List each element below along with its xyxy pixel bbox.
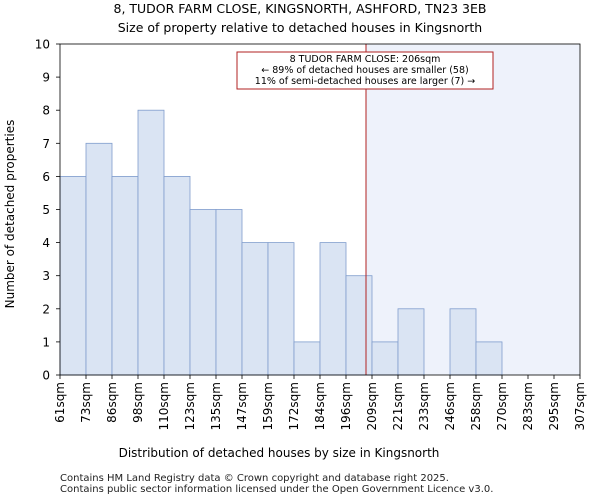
y-tick-label: 5 <box>42 203 50 217</box>
y-tick-label: 0 <box>42 369 50 383</box>
x-tick-label: 159sqm <box>261 382 275 430</box>
y-tick-label: 4 <box>42 236 50 250</box>
x-tick-label: 61sqm <box>53 382 67 423</box>
y-tick-label: 10 <box>35 38 50 52</box>
bar-184sqm <box>320 243 346 375</box>
bar-246sqm <box>450 309 476 375</box>
x-tick-label: 110sqm <box>157 382 171 430</box>
y-axis-label: Number of detached properties <box>3 120 17 309</box>
x-tick-label: 86sqm <box>105 382 119 423</box>
x-tick-label: 98sqm <box>131 382 145 423</box>
x-tick-label: 123sqm <box>183 382 197 430</box>
bar-86sqm <box>112 176 138 375</box>
chart-figure: 8, TUDOR FARM CLOSE, KINGSNORTH, ASHFORD… <box>0 0 600 500</box>
y-axis-ticks: 0 1 2 3 4 5 6 7 8 9 10 <box>35 38 60 383</box>
bar-135sqm <box>216 210 242 376</box>
x-tick-label: 221sqm <box>391 382 405 430</box>
x-tick-label: 147sqm <box>235 382 249 430</box>
bar-209sqm <box>372 342 398 375</box>
x-tick-label: 196sqm <box>339 382 353 430</box>
footer-line-1: Contains HM Land Registry data © Crown c… <box>60 473 449 484</box>
x-tick-label: 307sqm <box>573 382 587 430</box>
y-tick-label: 3 <box>42 269 50 283</box>
annotation-line-3: 11% of semi-detached houses are larger (… <box>255 76 475 87</box>
bar-159sqm <box>268 243 294 375</box>
bar-147sqm <box>242 243 268 375</box>
footer-line-2: Contains public sector information licen… <box>60 484 493 495</box>
y-tick-label: 6 <box>42 170 50 184</box>
x-tick-label: 295sqm <box>547 382 561 430</box>
annotation-line-1: 8 TUDOR FARM CLOSE: 206sqm <box>290 54 441 65</box>
y-tick-label: 9 <box>42 71 50 85</box>
x-tick-label: 135sqm <box>209 382 223 430</box>
bar-73sqm <box>86 143 112 375</box>
x-axis-label: Distribution of detached houses by size … <box>119 446 440 460</box>
x-tick-label: 209sqm <box>365 382 379 430</box>
x-tick-label: 184sqm <box>313 382 327 430</box>
annotation-box: 8 TUDOR FARM CLOSE: 206sqm ← 89% of deta… <box>237 52 493 89</box>
x-tick-label: 73sqm <box>79 382 93 423</box>
x-axis-ticks: 61sqm 73sqm 86sqm 98sqm 110sqm 123sqm 135sqm 14… <box>53 375 587 430</box>
bar-221sqm <box>398 309 424 375</box>
y-tick-label: 2 <box>42 302 50 316</box>
bar-196sqm <box>346 276 372 375</box>
x-tick-label: 283sqm <box>521 382 535 430</box>
bar-172sqm <box>294 342 320 375</box>
bar-123sqm <box>190 210 216 376</box>
y-tick-label: 7 <box>42 137 50 151</box>
x-tick-label: 233sqm <box>417 382 431 430</box>
x-tick-label: 172sqm <box>287 382 301 430</box>
bar-98sqm <box>138 110 164 375</box>
bar-61sqm <box>60 176 86 375</box>
histogram-chart: 0 1 2 3 4 5 6 7 8 9 10 61sqm 73sqm 86sqm 98sqm 110sqm 1… <box>0 0 600 470</box>
x-tick-label: 258sqm <box>469 382 483 430</box>
x-tick-label: 270sqm <box>495 382 509 430</box>
y-tick-label: 1 <box>42 335 50 349</box>
bar-110sqm <box>164 176 190 375</box>
x-tick-label: 246sqm <box>443 382 457 430</box>
annotation-line-2: ← 89% of detached houses are smaller (58… <box>261 65 468 76</box>
bar-258sqm <box>476 342 502 375</box>
y-tick-label: 8 <box>42 104 50 118</box>
